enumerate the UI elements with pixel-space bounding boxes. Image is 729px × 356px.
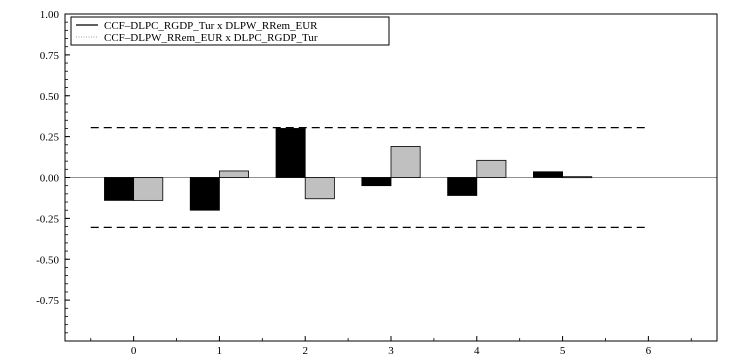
bar-series-1-lag-5 <box>533 171 563 178</box>
y-tick-label: 0.50 <box>40 91 60 103</box>
y-tick-label: 0.25 <box>40 132 60 144</box>
bar-series-1-lag-3 <box>361 177 392 187</box>
x-tick-label: 2 <box>302 345 308 356</box>
bar-series-1-lag-2 <box>275 128 306 178</box>
bar-series-1-lag-1 <box>189 177 220 211</box>
legend-label-series-1: CCF–DLPC_RGDP_Tur x DLPW_RRem_EUR <box>104 20 318 32</box>
y-tick-label: -0.75 <box>36 295 59 307</box>
bars-layer <box>104 128 593 211</box>
y-tick-label: 1.00 <box>40 9 60 21</box>
y-tick-label: -0.50 <box>36 254 59 266</box>
y-tick-label: 0.75 <box>40 50 60 62</box>
confidence-bands-layer <box>90 126 649 229</box>
bar-series-1-lag-4 <box>447 177 478 196</box>
bar-series-2-lag-0 <box>133 177 164 201</box>
legend: CCF–DLPC_RGDP_Tur x DLPW_RRem_EUR CCF–DL… <box>70 16 390 46</box>
y-tick-label: -0.25 <box>36 213 59 225</box>
x-tick-label: 3 <box>388 345 394 356</box>
x-axis: 0 1 2 3 4 5 6 <box>90 336 692 356</box>
x-tick-label: 4 <box>474 345 480 356</box>
bar-series-2-lag-2 <box>304 177 335 200</box>
legend-box <box>70 16 390 46</box>
bar-series-2-lag-5 <box>562 176 593 179</box>
x-tick-label: 6 <box>646 345 652 356</box>
bar-series-2-lag-1 <box>219 170 249 178</box>
x-tick-label: 5 <box>560 345 566 356</box>
x-tick-label: 1 <box>217 345 223 356</box>
bar-series-1-lag-0 <box>104 177 135 201</box>
y-tick-label: 0.00 <box>40 173 60 185</box>
x-tick-label: 0 <box>131 345 137 356</box>
y-axis: 1.00 0.75 0.50 0.25 0.00 -0.25 -0.50 -0.75 <box>36 9 70 342</box>
bar-series-2-lag-3 <box>390 146 421 178</box>
bar-series-2-lag-4 <box>476 159 507 178</box>
legend-label-series-2: CCF–DLPW_RRem_EUR x DLPC_RGDP_Tur <box>104 32 318 44</box>
